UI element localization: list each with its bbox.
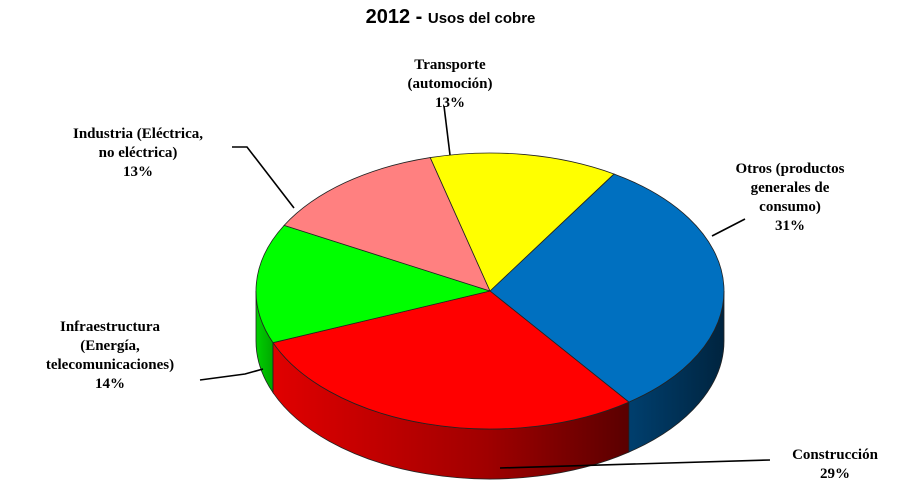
label-transporte: Transporte (automoción) 13% xyxy=(400,56,500,113)
label-otros: Otros (productos generales de consumo) 3… xyxy=(710,160,870,236)
label-percent: 14% xyxy=(95,376,125,392)
leader-line-construccion xyxy=(499,459,771,469)
label-percent: 13% xyxy=(435,95,465,111)
pie-slice-industria xyxy=(283,157,491,292)
chart-title-text: Usos del cobre xyxy=(427,10,536,27)
label-line: Otros (productos xyxy=(735,161,845,177)
label-line: telecomunicaciones) xyxy=(45,357,175,373)
label-line: (Energía, xyxy=(80,338,140,354)
label-percent: 29% xyxy=(820,466,850,482)
label-line: generales de xyxy=(750,180,830,196)
leader-line-transporte xyxy=(443,105,451,156)
label-line: Infraestructura xyxy=(60,319,160,335)
pie-slice-transporte xyxy=(429,152,615,292)
label-construccion: Construcción 29% xyxy=(770,446,900,484)
label-infraestructura: Infraestructura (Energía, telecomunicaci… xyxy=(20,318,200,394)
leader-line-infraestructura xyxy=(199,368,264,381)
label-percent: 13% xyxy=(123,164,153,180)
chart-title-separator: - xyxy=(410,6,428,28)
label-line: Industria (Eléctrica, xyxy=(73,126,203,142)
label-line: no eléctrica) xyxy=(98,145,178,161)
label-industria: Industria (Eléctrica, no eléctrica) 13% xyxy=(40,125,236,182)
label-line: Transporte xyxy=(414,57,486,73)
chart-title-year: 2012 xyxy=(365,6,411,28)
chart-title: 2012 - Usos del cobre xyxy=(0,6,901,29)
leader-line-industria xyxy=(232,146,295,209)
label-line: consumo) xyxy=(759,199,821,215)
pie-slice-construccion xyxy=(272,290,630,430)
label-line: Construcción xyxy=(792,447,878,463)
label-line: (automoción) xyxy=(407,76,493,92)
leader-line-otros xyxy=(711,218,746,237)
label-percent: 31% xyxy=(775,218,805,234)
pie-slice-otros xyxy=(489,173,725,403)
pie-slice-infraestructura xyxy=(255,224,492,344)
